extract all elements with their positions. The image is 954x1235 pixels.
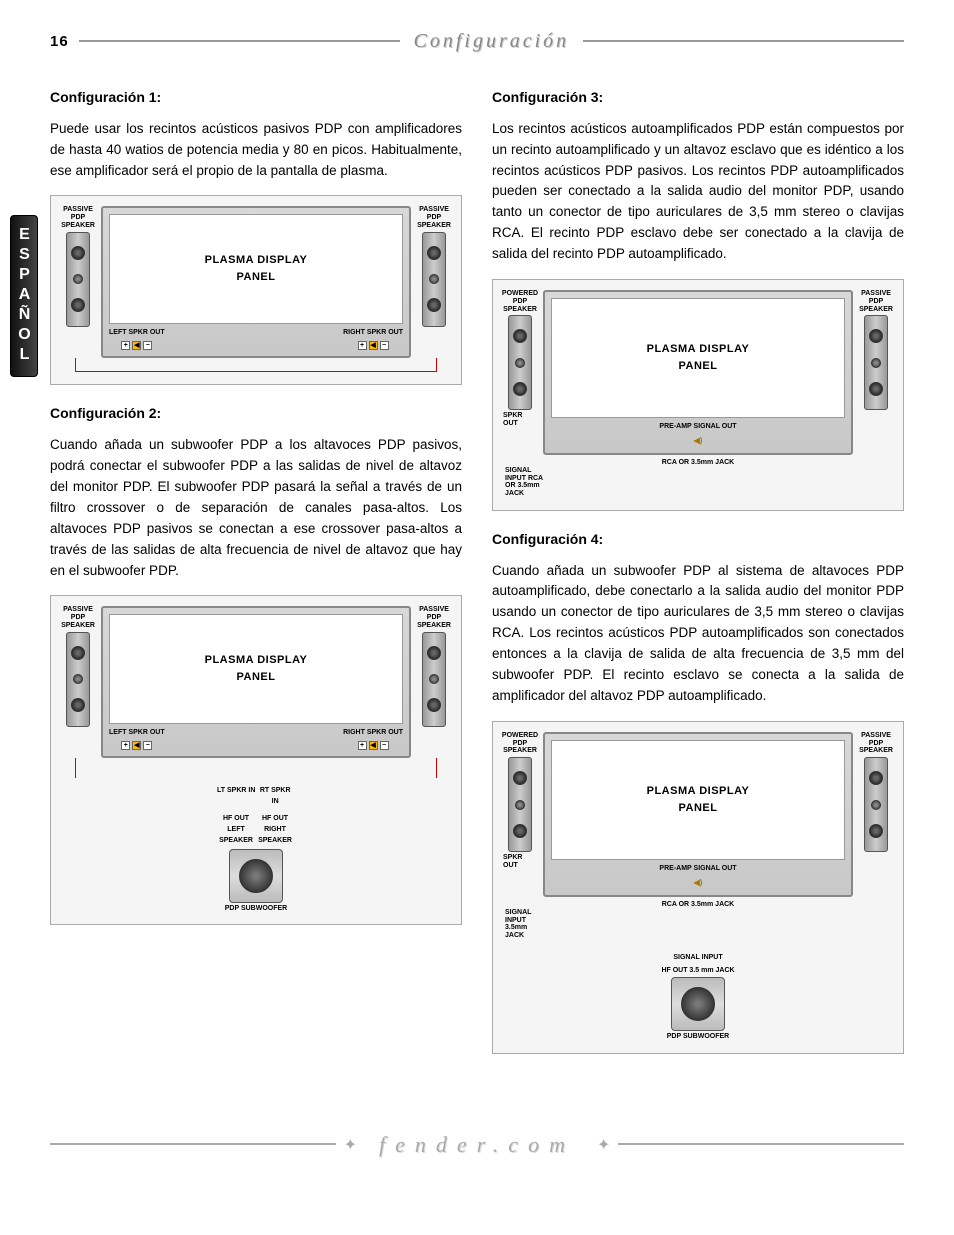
hf-out-35-label: HF OUT 3.5 mm JACK (653, 967, 743, 975)
powered-speaker (508, 315, 532, 410)
preamp-out-label-4: PRE-AMP SIGNAL OUT (659, 865, 736, 872)
powered-speaker-label-4: POWERED PDP SPEAKER (502, 732, 538, 755)
plasma-label-3b: PANEL (679, 358, 718, 375)
config4-title: Configuración 4: (492, 529, 904, 551)
passive-speaker-label-3: PASSIVE PDP SPEAKER (859, 290, 893, 313)
config2-body: Cuando añada un subwoofer PDP a los alta… (50, 435, 462, 581)
diagram-config1: PASSIVE PDP SPEAKER PLASMA DISPLAY PANEL… (50, 195, 462, 385)
left-spkr-out-label-2: LEFT SPKR OUT (109, 728, 165, 739)
header-rule-left (79, 40, 400, 43)
language-tab: ESPAÑOL (10, 215, 38, 377)
signal-input-35-label-4: SIGNAL INPUT 3.5mm JACK (505, 909, 545, 940)
passive-speaker-label-r: PASSIVE PDP SPEAKER (417, 206, 451, 229)
passive-speaker-3 (864, 315, 888, 410)
right-spkr-out-label-2: RIGHT SPKR OUT (343, 728, 403, 739)
config1-title: Configuración 1: (50, 87, 462, 109)
signal-input-label-4: SIGNAL INPUT (653, 954, 743, 962)
diamond-icon: ✦ (344, 1135, 357, 1155)
header-rule-right (583, 40, 904, 43)
right-column: Configuración 3: Los recintos acústicos … (492, 73, 904, 1072)
subwoofer-4 (671, 977, 725, 1031)
rt-spkr-in-label: RT SPKR IN (255, 786, 295, 808)
passive-speaker-4 (864, 757, 888, 852)
wire-connection (75, 358, 437, 372)
lt-spkr-in-label: LT SPKR IN (217, 786, 255, 808)
passive-speaker-label: PASSIVE PDP SPEAKER (61, 206, 95, 229)
rca-35-label: RCA OR 3.5mm JACK (662, 459, 734, 467)
plasma-panel-4: PLASMA DISPLAY PANEL PRE-AMP SIGNAL OUT … (543, 732, 853, 897)
preamp-out-label: PRE-AMP SIGNAL OUT (659, 423, 736, 430)
page-number: 16 (50, 33, 69, 50)
subwoofer (229, 849, 283, 903)
speaker-right (422, 232, 446, 327)
plasma-label-2a: PLASMA DISPLAY (205, 652, 308, 669)
page-footer: ✦ fender.com ✦ (50, 1132, 904, 1158)
plasma-label-2b: PANEL (237, 669, 276, 686)
plasma-panel-3: PLASMA DISPLAY PANEL PRE-AMP SIGNAL OUT … (543, 290, 853, 455)
plasma-label-3a: PLASMA DISPLAY (647, 341, 750, 358)
left-spkr-out-label: LEFT SPKR OUT (109, 328, 165, 339)
spkr-out-label-4: SPKR OUT (503, 854, 537, 869)
plasma-label-2: PANEL (237, 269, 276, 286)
speaker-left-2 (66, 632, 90, 727)
plasma-panel-2: PLASMA DISPLAY PANEL LEFT SPKR OUT +◀− R… (101, 606, 411, 758)
diagram-config3: POWERED PDP SPEAKER SPKR OUT PLASMA DISP… (492, 279, 904, 511)
passive-speaker-label-2r: PASSIVE PDP SPEAKER (417, 606, 451, 629)
subwoofer-label: PDP SUBWOOFER (211, 905, 301, 913)
plasma-label-4b: PANEL (679, 800, 718, 817)
page-header: 16 Configuración (50, 30, 904, 53)
spkr-out-label: SPKR OUT (503, 412, 537, 427)
right-spkr-out-label: RIGHT SPKR OUT (343, 328, 403, 339)
left-column: Configuración 1: Puede usar los recintos… (50, 73, 462, 1072)
signal-input-35-label: SIGNAL INPUT RCA OR 3.5mm JACK (505, 467, 545, 498)
subwoofer-label-4: PDP SUBWOOFER (653, 1033, 743, 1041)
plasma-label-1: PLASMA DISPLAY (205, 252, 308, 269)
hf-out-right-label: HF OUT RIGHT SPEAKER (255, 814, 295, 847)
config4-body: Cuando añada un subwoofer PDP al sistema… (492, 561, 904, 707)
powered-speaker-label: POWERED PDP SPEAKER (502, 290, 538, 313)
powered-speaker-4 (508, 757, 532, 852)
config1-body: Puede usar los recintos acústicos pasivo… (50, 119, 462, 182)
passive-speaker-label-4: PASSIVE PDP SPEAKER (859, 732, 893, 755)
config2-title: Configuración 2: (50, 403, 462, 425)
config3-title: Configuración 3: (492, 87, 904, 109)
speaker-left (66, 232, 90, 327)
diagram-config4: POWERED PDP SPEAKER SPKR OUT PLASMA DISP… (492, 721, 904, 1054)
speaker-right-2 (422, 632, 446, 727)
plasma-label-4a: PLASMA DISPLAY (647, 783, 750, 800)
diagram-config2: PASSIVE PDP SPEAKER PLASMA DISPLAY PANEL… (50, 595, 462, 925)
hf-out-left-label: HF OUT LEFT SPEAKER (217, 814, 255, 847)
plasma-panel: PLASMA DISPLAY PANEL LEFT SPKR OUT +◀− R… (101, 206, 411, 358)
diamond-icon: ✦ (597, 1135, 610, 1155)
footer-url: fender.com (379, 1132, 575, 1158)
header-title: Configuración (414, 30, 570, 53)
passive-speaker-label-2l: PASSIVE PDP SPEAKER (61, 606, 95, 629)
config3-body: Los recintos acústicos autoamplificados … (492, 119, 904, 265)
rca-35-label-4: RCA OR 3.5mm JACK (662, 901, 734, 909)
